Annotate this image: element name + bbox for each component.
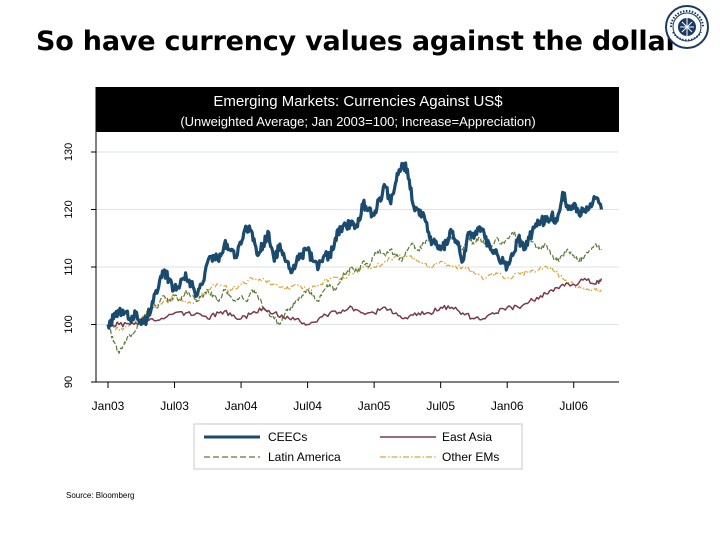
y-tick-label: 130 (63, 143, 75, 161)
x-tick-label: Jul06 (559, 399, 588, 413)
imf-seal-logo (665, 5, 709, 49)
legend-label-other-ems: Other EMs (442, 450, 499, 464)
plot-grid (96, 151, 619, 325)
series-line-ceecs (106, 161, 604, 330)
y-tick-label: 110 (63, 258, 75, 276)
chart-subtitle: (Unweighted Average; Jan 2003=100; Incre… (180, 114, 535, 129)
legend-box (193, 423, 523, 470)
legend-label-latin-america: Latin America (268, 450, 341, 464)
x-tick-label: Jan03 (92, 399, 125, 413)
x-tick-label: Jul05 (426, 399, 455, 413)
x-tick-label: Jul04 (293, 399, 322, 413)
x-tick-label: Jan04 (225, 399, 258, 413)
x-ticks: Jan03 Jul03 Jan04 Jul04 Jan05 Jul05 Jan06 Jul06 (92, 382, 588, 413)
legend-label-ceecs: CEECs (268, 430, 307, 444)
source-note: Source: Bloomberg (66, 491, 135, 500)
series-line-latin-america (107, 231, 602, 354)
y-tick-label: 120 (63, 200, 75, 218)
slide-title: So have currency values against the doll… (36, 26, 679, 57)
series-lines (106, 161, 604, 354)
series-line-east-asia (107, 277, 603, 328)
y-tick-label: 90 (63, 376, 75, 388)
chart-title: Emerging Markets: Currencies Against US$ (213, 93, 503, 110)
chart-title-banner (96, 87, 619, 132)
x-tick-label: Jul03 (160, 399, 189, 413)
y-ticks: 90 100 110 120 130 (63, 143, 96, 388)
y-tick-label: 100 (63, 315, 75, 333)
x-tick-label: Jan05 (358, 399, 391, 413)
legend-label-east-asia: East Asia (442, 430, 492, 444)
series-line-other-ems (107, 254, 602, 331)
x-tick-label: Jan06 (491, 399, 524, 413)
legend: CEECs East Asia Latin America Other EMs (193, 423, 523, 470)
